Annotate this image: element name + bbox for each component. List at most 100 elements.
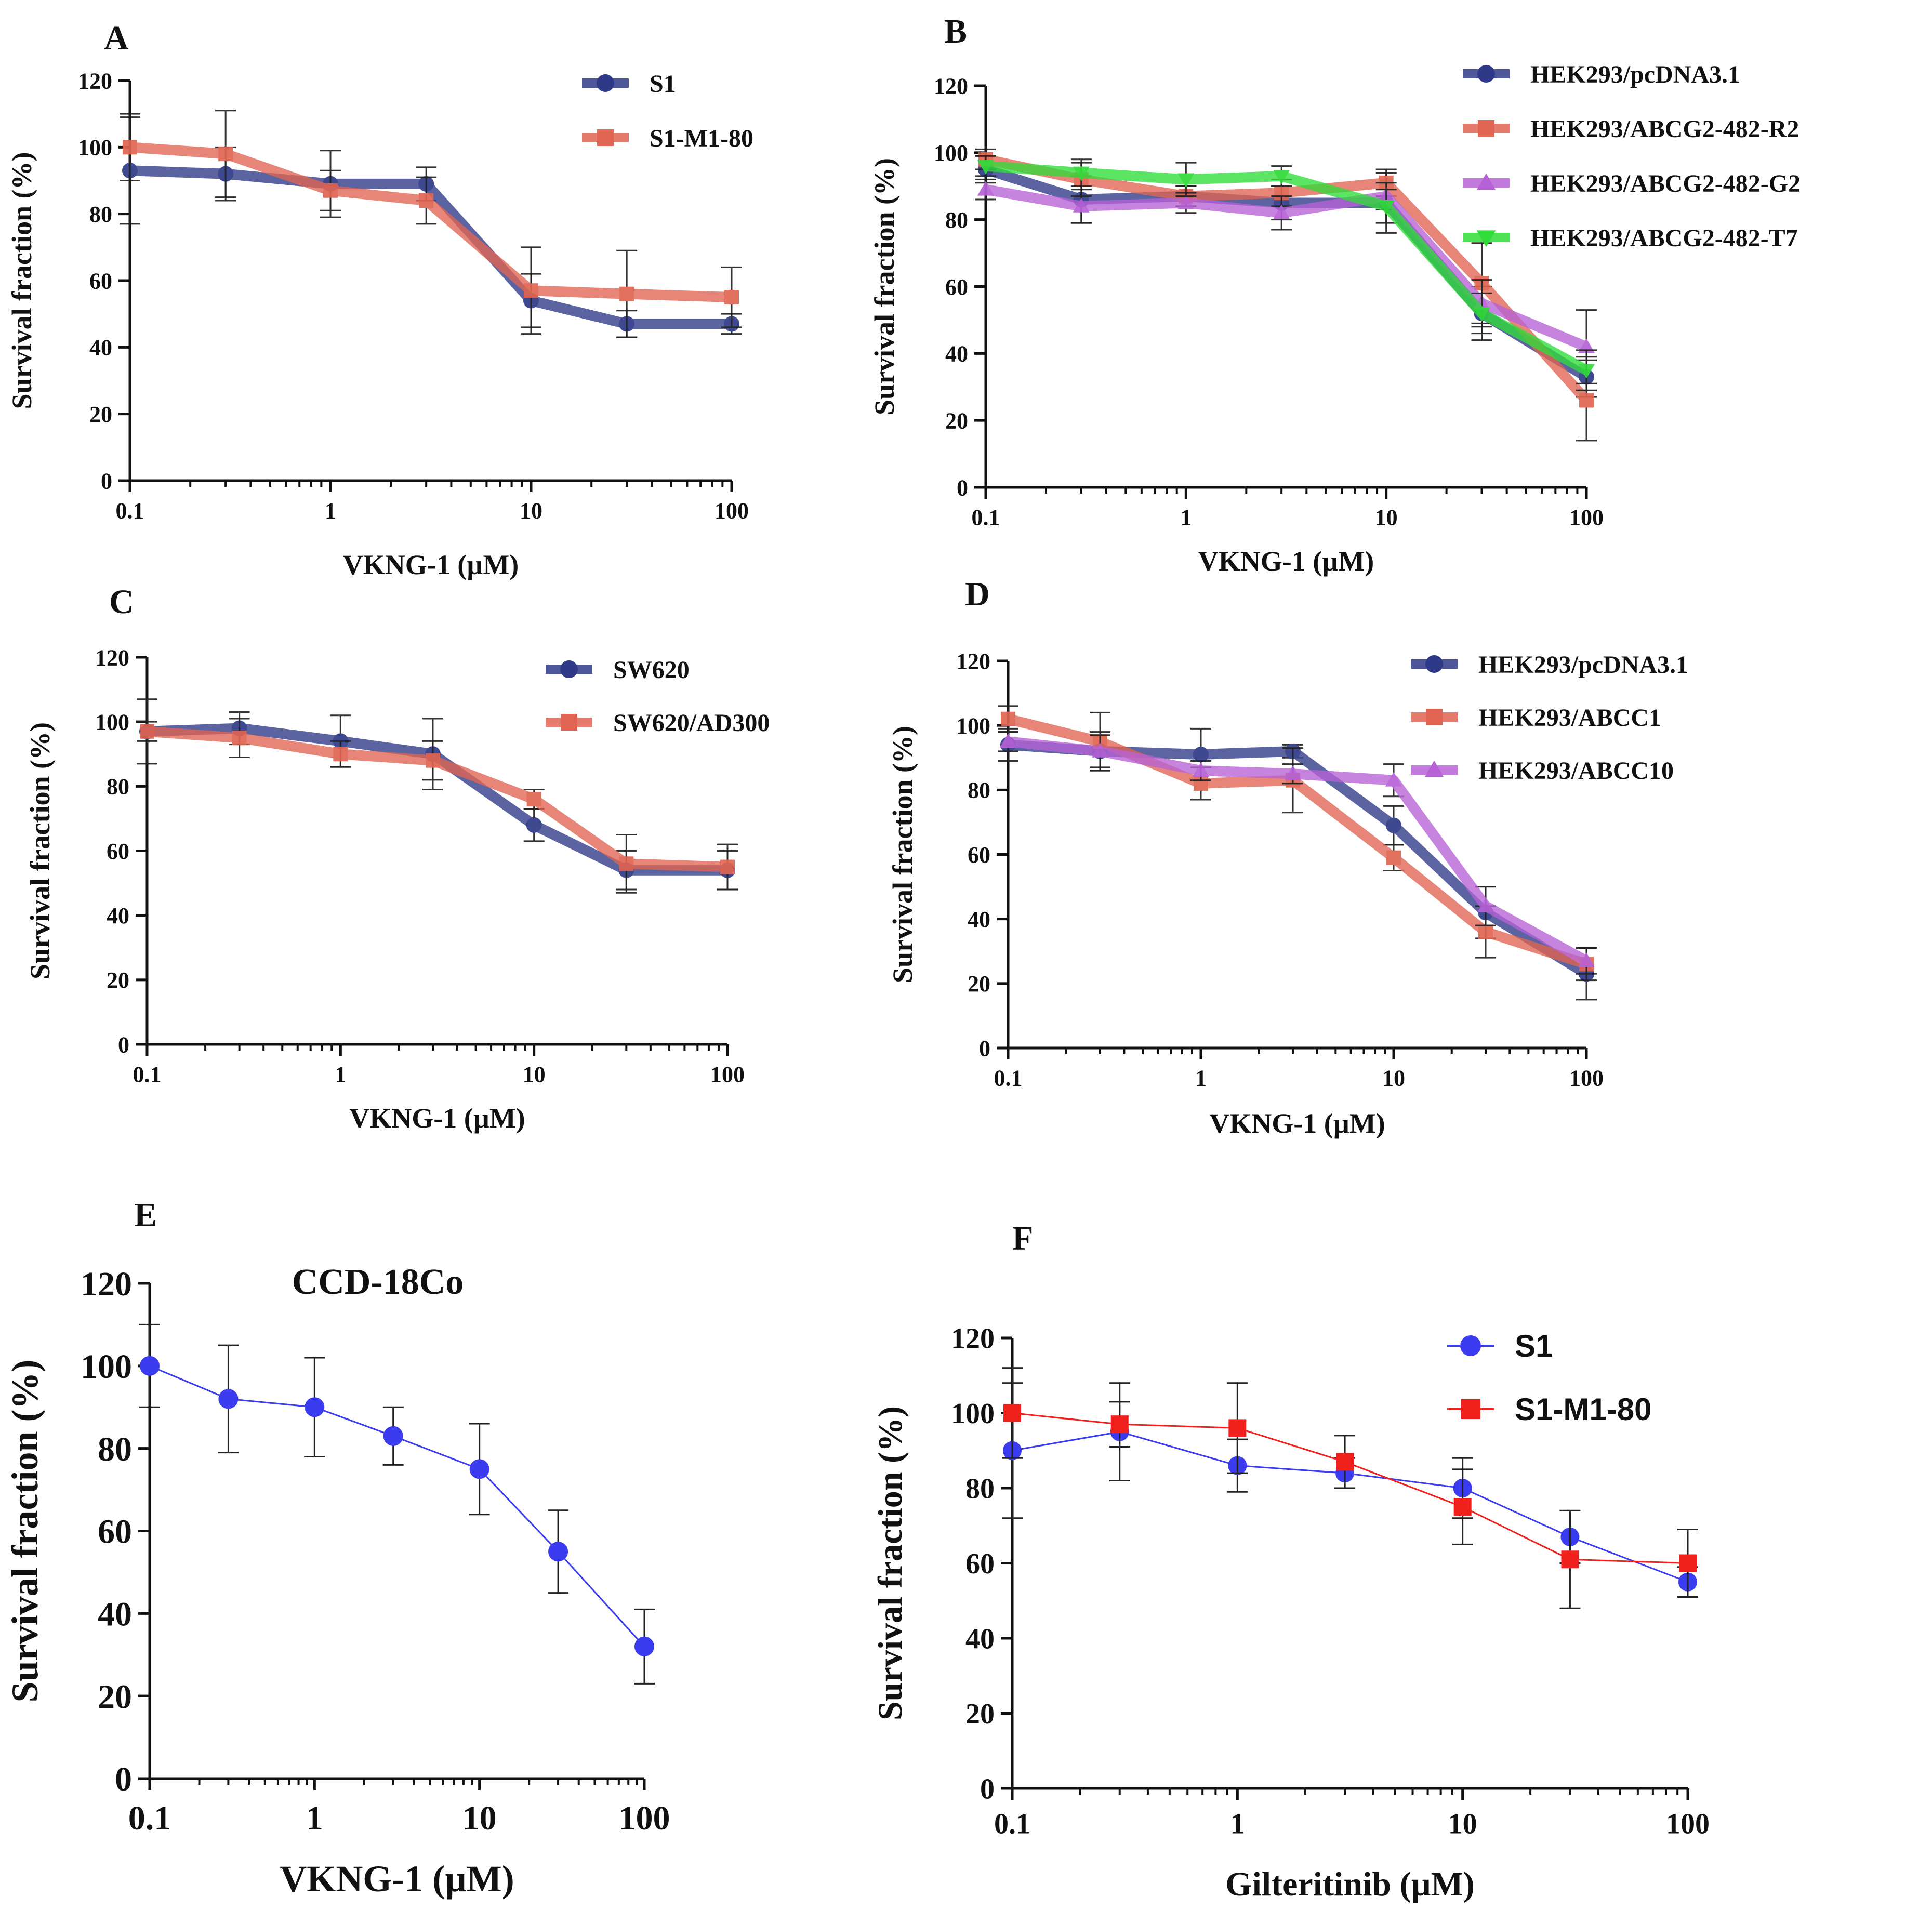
y-tick-label: 40	[89, 335, 112, 361]
data-point	[218, 147, 233, 162]
y-tick-label: 120	[956, 648, 990, 674]
y-tick-label: 80	[945, 207, 968, 233]
y-tick-label: 0	[980, 1773, 995, 1806]
data-point	[1091, 742, 1109, 758]
data-point	[469, 1459, 489, 1479]
x-tick-label: 100	[1666, 1808, 1710, 1840]
x-tick-label: 100	[1569, 505, 1604, 531]
y-tick-label: 100	[95, 710, 129, 735]
legend-marker	[560, 660, 578, 678]
x-axis-title: Gilteritinib (µM)	[1225, 1865, 1475, 1903]
y-tick-label: 80	[965, 1473, 995, 1505]
x-tick-label: 100	[1569, 1066, 1604, 1091]
y-tick-label: 80	[89, 202, 112, 227]
y-tick-label: 20	[107, 967, 129, 993]
legend-marker	[1460, 1335, 1481, 1356]
x-tick-label: 0.1	[994, 1066, 1023, 1091]
y-tick-label: 60	[968, 842, 990, 868]
chart-panel-e: E 0 20 40 60 80 100 120 0.1 1 10 100 VKNG-1 (µM) Surv…	[4, 1196, 670, 1900]
data-point	[619, 856, 634, 871]
data-point	[1578, 952, 1595, 967]
x-tick-label: 0.1	[972, 505, 1000, 531]
x-tick-label: 10	[462, 1799, 497, 1837]
chart-panel-c: C 0 20 40 60 80 100 120 0.1 1 10 100 VKNG-1 (µM) Surv…	[24, 583, 770, 1134]
y-axis-title: Survival fraction (%)	[871, 1406, 909, 1720]
legend: S1 S1-M1-80	[582, 70, 753, 152]
data-point	[1073, 166, 1090, 181]
x-tick-label: 0.1	[133, 1062, 162, 1088]
y-tick-label: 20	[968, 971, 990, 997]
data-point	[619, 286, 634, 301]
data-point	[1192, 762, 1210, 777]
legend-marker	[1476, 173, 1496, 190]
legend-label: HEK293/pcDNA3.1	[1478, 651, 1688, 679]
legend-label: S1-M1-80	[650, 125, 753, 152]
panel-letter: D	[965, 575, 990, 613]
y-tick-label: 0	[979, 1036, 990, 1061]
legend-label: S1	[1515, 1329, 1553, 1363]
y-tick-label: 60	[89, 268, 112, 294]
y-tick-label: 100	[934, 140, 968, 166]
y-tick-label: 100	[81, 1348, 132, 1386]
y-tick-label: 60	[107, 839, 129, 864]
data-point	[1177, 194, 1195, 209]
data-point	[1273, 204, 1290, 219]
data-point	[425, 753, 440, 768]
panel-letter: F	[1012, 1219, 1033, 1257]
y-axis-title: Survival fraction (%)	[24, 722, 56, 979]
x-tick-label: 1	[335, 1062, 346, 1088]
legend: SW620 SW620/AD300	[546, 656, 770, 737]
data-point	[1003, 1404, 1021, 1422]
data-point	[524, 283, 538, 298]
y-tick-label: 100	[78, 135, 112, 161]
x-tick-label: 10	[1448, 1808, 1477, 1840]
data-point	[218, 1389, 239, 1409]
x-tick-label: 1	[306, 1799, 323, 1837]
y-tick-label: 40	[965, 1623, 995, 1655]
data-point	[1228, 1419, 1247, 1437]
data-point	[1193, 747, 1209, 763]
data-point	[1336, 1453, 1354, 1471]
legend-marker	[597, 129, 614, 146]
data-point	[383, 1426, 403, 1446]
y-tick-label: 0	[957, 475, 968, 500]
legend-marker	[597, 74, 614, 92]
y-tick-label: 120	[78, 68, 112, 94]
legend-label: S1-M1-80	[1515, 1392, 1651, 1427]
data-point	[1110, 1415, 1129, 1434]
x-tick-label: 100	[619, 1799, 670, 1837]
legend-label: HEK293/ABCG2-482-T7	[1530, 224, 1798, 252]
panel-letter: A	[104, 19, 129, 57]
data-point	[1578, 338, 1595, 353]
series-hek293-abcg2-482-t7	[975, 155, 1597, 391]
x-axis-title: VKNG-1 (µM)	[343, 549, 519, 580]
y-tick-label: 120	[951, 1323, 995, 1355]
legend: HEK293/pcDNA3.1 HEK293/ABCG2-482-R2 HEK293…	[1463, 61, 1801, 252]
series-s1-m1-80	[1002, 1367, 1698, 1609]
y-tick-label: 20	[89, 402, 112, 427]
data-point	[1177, 173, 1195, 188]
y-tick-label: 60	[945, 274, 968, 300]
y-tick-label: 120	[81, 1265, 132, 1303]
y-tick-label: 20	[945, 408, 968, 434]
x-tick-label: 0.1	[116, 498, 144, 524]
x-axis-title: VKNG-1 (µM)	[1198, 546, 1374, 577]
y-tick-label: 40	[107, 903, 129, 929]
data-point	[548, 1542, 568, 1562]
data-point	[333, 747, 348, 762]
data-point	[1386, 817, 1401, 833]
chart-panel-f: F 0 20 40 60 80 100 120 0.1 1 10 100 Gilteritinib (µ…	[871, 1219, 1710, 1903]
y-tick-label: 80	[107, 774, 129, 800]
data-point	[1477, 897, 1494, 912]
y-axis-title: Survival fraction (%)	[887, 726, 918, 983]
y-tick-label: 20	[965, 1698, 995, 1730]
legend-label: S1	[650, 70, 676, 98]
data-point	[1473, 307, 1490, 322]
legend-label: HEK293/ABCC1	[1478, 704, 1661, 732]
y-tick-label: 60	[965, 1548, 995, 1580]
chart-panel-d: D 0 20 40 60 80 100 120 0.1 1 10 100 VKNG-1 (µM) Surv…	[887, 575, 1688, 1139]
x-tick-label: 100	[710, 1062, 745, 1088]
data-point	[140, 724, 154, 739]
data-point	[1679, 1554, 1697, 1572]
legend-label: HEK293/ABCC10	[1478, 757, 1674, 785]
